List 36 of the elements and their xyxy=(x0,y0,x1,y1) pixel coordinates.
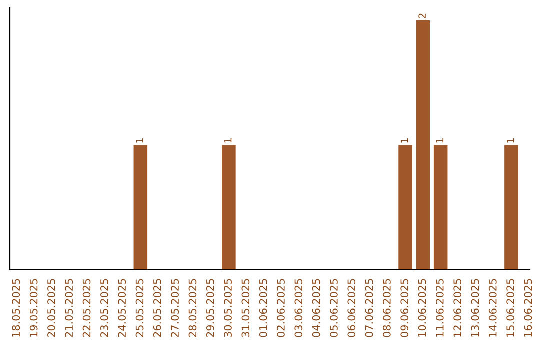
data-label: 1 xyxy=(401,138,408,143)
x-tick-label: 21.05.2025 xyxy=(65,279,74,338)
data-label: 1 xyxy=(436,138,444,143)
x-tick-label: 02.06.2025 xyxy=(277,279,285,338)
x-tick-label: 24.05.2025 xyxy=(118,279,126,338)
x-tick-label: 14.06.2025 xyxy=(488,279,497,337)
x-tick-label: 27.05.2025 xyxy=(171,279,179,338)
data-label: 1 xyxy=(136,138,144,143)
x-tick-label: 09.06.2025 xyxy=(400,279,409,338)
x-tick-label: 16.06.2025 xyxy=(524,279,532,337)
x-tick-label: 23.05.2025 xyxy=(100,279,108,338)
data-label: 2 xyxy=(418,14,426,18)
data-label: 1 xyxy=(224,138,232,143)
x-tick-label: 22.05.2025 xyxy=(82,279,91,338)
x-tick-label: 15.06.2025 xyxy=(506,279,514,337)
x-tick-label: 03.06.2025 xyxy=(294,279,303,338)
x-tick-label: 20.05.2025 xyxy=(48,279,56,338)
x-tick-label: 31.05.2025 xyxy=(242,279,250,338)
x-tick-label: 19.05.2025 xyxy=(30,279,38,337)
data-label: 1 xyxy=(507,138,514,143)
x-tick-label: 26.05.2025 xyxy=(153,279,162,338)
x-tick-label: 28.05.2025 xyxy=(188,279,197,338)
x-tick-label: 06.06.2025 xyxy=(348,279,356,338)
x-tick-label: 11.06.2025 xyxy=(436,279,444,337)
x-tick-label: 13.06.2025 xyxy=(471,279,480,337)
x-tick-label: 30.05.2025 xyxy=(224,279,232,338)
x-tick-label: 29.05.2025 xyxy=(206,279,214,338)
x-tick-label: 12.06.2025 xyxy=(454,279,462,337)
x-tick-label: 08.06.2025 xyxy=(383,279,391,338)
x-tick-label: 07.06.2025 xyxy=(365,279,374,338)
x-tick-label: 01.06.2025 xyxy=(259,279,268,338)
x-tick-label: 25.05.2025 xyxy=(136,279,144,338)
x-tick-label: 04.06.2025 xyxy=(312,279,320,338)
x-tick-label: 18.05.2025 xyxy=(12,279,20,337)
x-tick-label: 10.06.2025 xyxy=(418,279,426,337)
x-tick-label: 05.06.2025 xyxy=(330,279,338,338)
